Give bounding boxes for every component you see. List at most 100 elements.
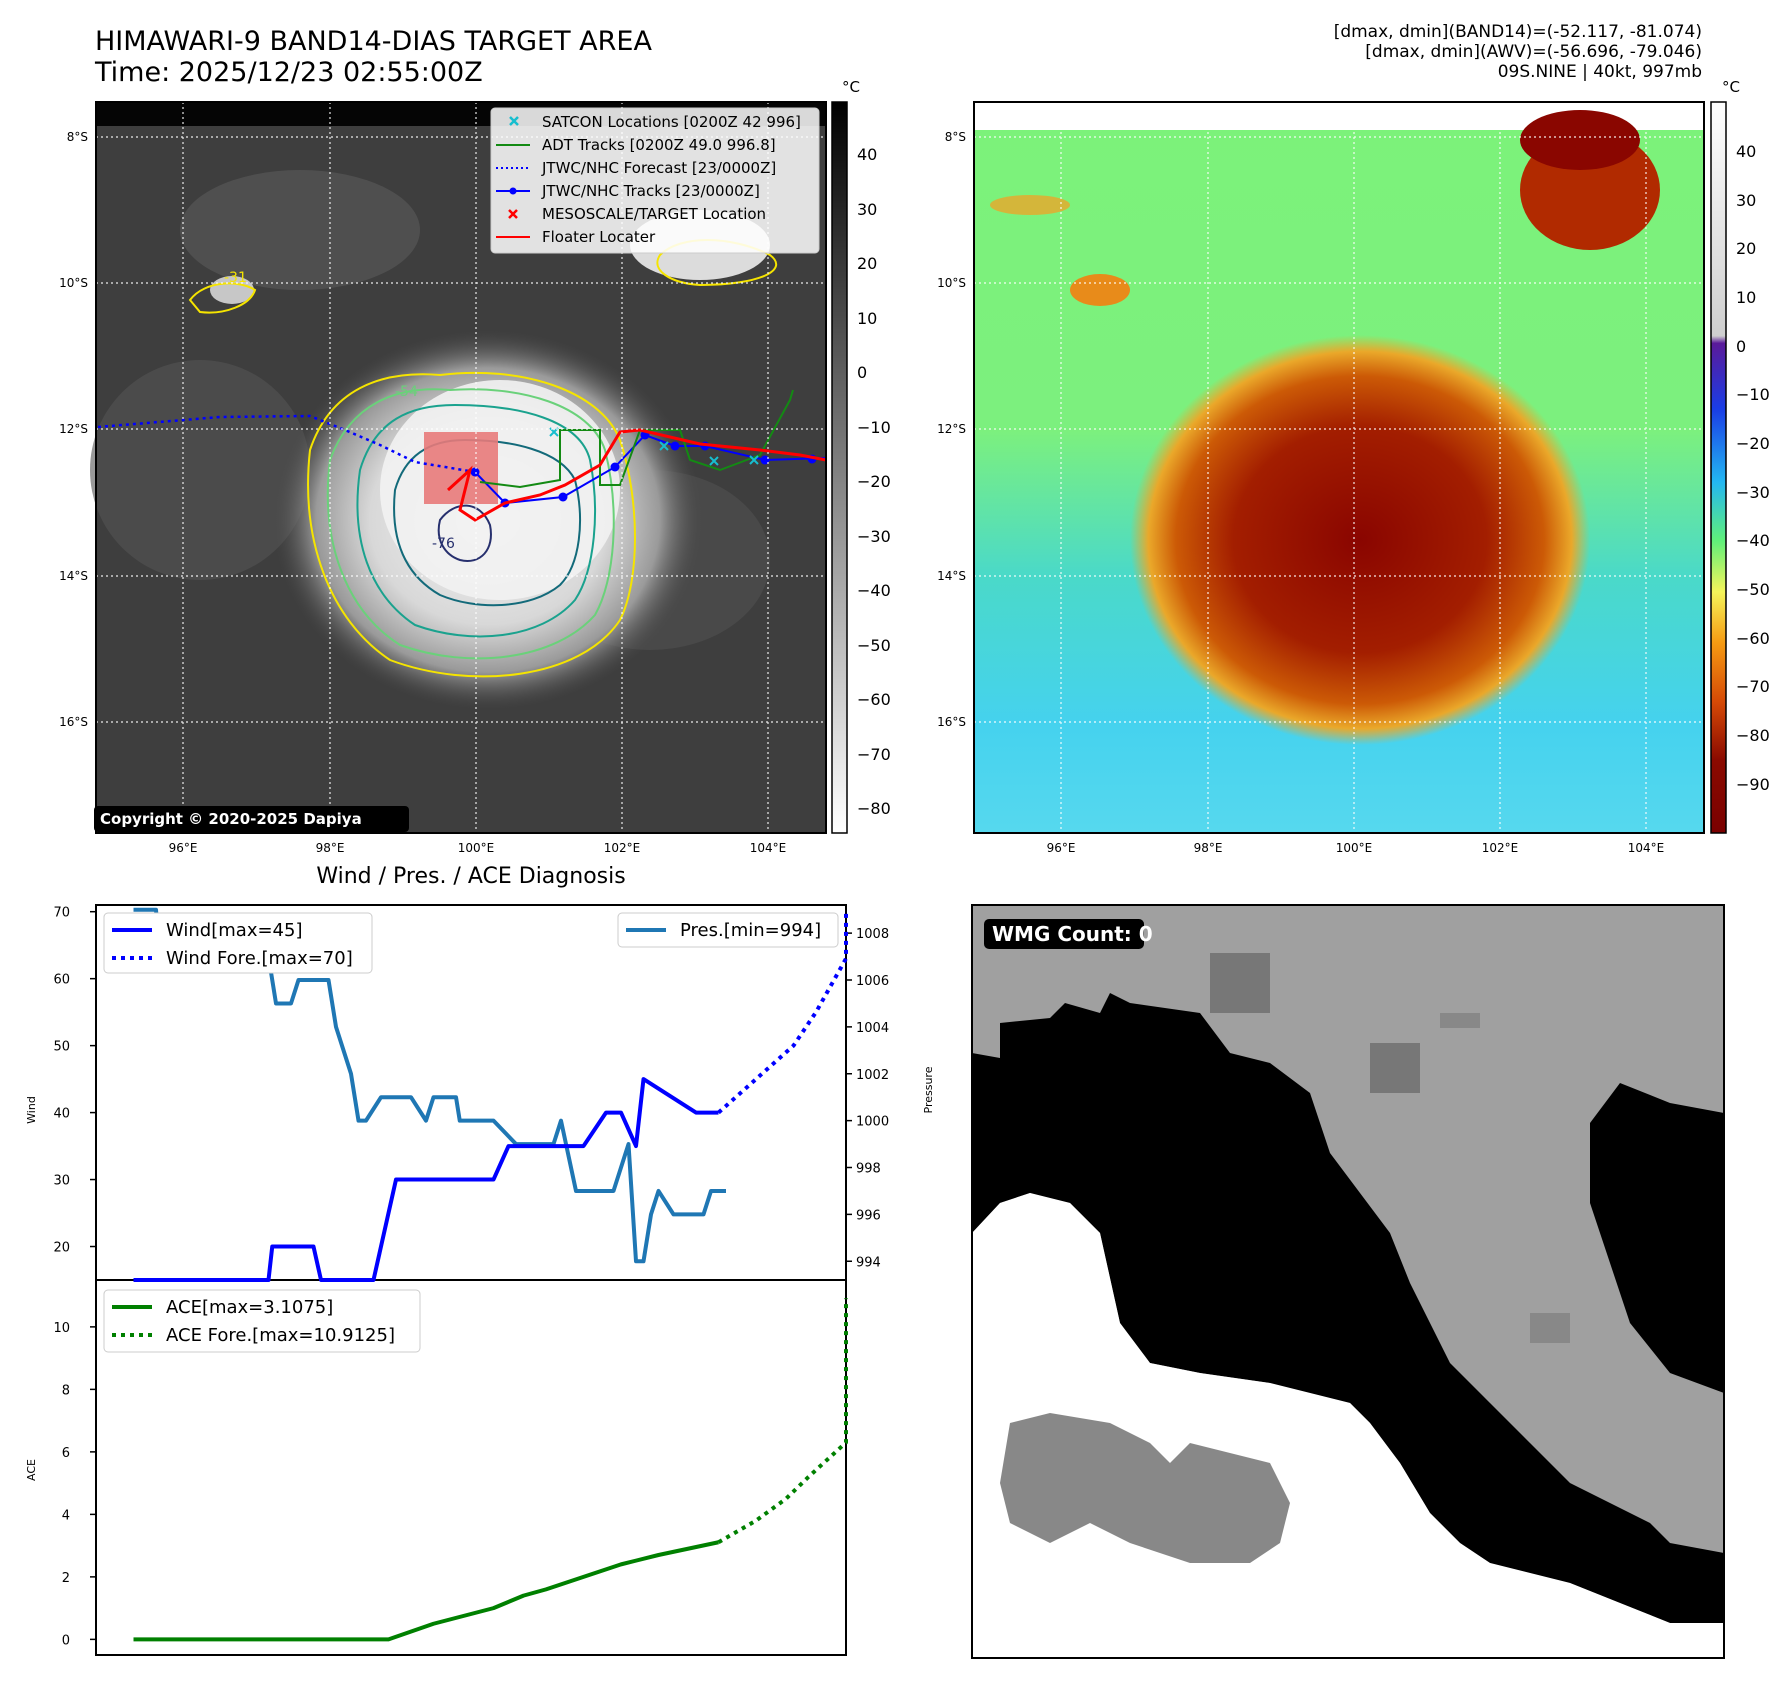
- ace-line: [133, 1540, 719, 1642]
- series-layer: [133, 907, 848, 1642]
- cbar-tick: 10: [857, 309, 877, 328]
- legend-label-forecast: JTWC/NHC Forecast [23/0000Z]: [541, 159, 776, 177]
- ace-legend: ACE[max=3.1075] ACE Fore.[max=10.9125]: [103, 1289, 421, 1353]
- lon-label: 102°E: [604, 841, 641, 855]
- awv-lon-labels: 96°E 98°E 100°E 102°E 104°E: [1047, 841, 1665, 855]
- wmg-count-badge: WMG Count: 0: [992, 922, 1153, 946]
- title-line-1: HIMAWARI-9 BAND14-DIAS TARGET AREA: [95, 26, 652, 57]
- jtwc-track: [470, 430, 827, 508]
- copyright-badge: Copyright © 2020-2025 Dapiya: [94, 806, 409, 832]
- lat-label: 10°S: [937, 276, 966, 290]
- lat-label: 14°S: [59, 569, 88, 583]
- tick-label: 1006: [856, 974, 889, 989]
- wmg-panel: WMG Count: 0: [971, 904, 1725, 1659]
- legend-satcon-marker: [509, 116, 519, 126]
- lon-label: 96°E: [169, 841, 198, 855]
- lat-label: 12°S: [59, 422, 88, 436]
- legend-label-floater: Floater Locater: [542, 228, 656, 246]
- tick-label: 10: [53, 1321, 70, 1336]
- contour-labels: -31 -54 -76: [224, 270, 455, 552]
- cbar-tick: −20: [1736, 434, 1770, 453]
- tick-label: 998: [856, 1162, 881, 1177]
- pressure-ticks: 1008 1006 1004 1002 1000 998 996 994: [846, 927, 889, 1270]
- cbar-tick: 30: [857, 200, 877, 219]
- cbar-tick: −30: [1736, 483, 1770, 502]
- copyright-text: Copyright © 2020-2025 Dapiya: [100, 810, 362, 828]
- colorbar-right: °C 40 30 20 10 0 −10 −20 −30 −40 −50 −60…: [1710, 78, 1770, 834]
- target-area-box: [424, 432, 498, 504]
- tick-label: 4: [62, 1508, 70, 1523]
- tick-label: 1002: [856, 1068, 889, 1083]
- tick-label: 996: [856, 1208, 881, 1223]
- tick-label: 0: [62, 1633, 70, 1648]
- lon-label: 102°E: [1482, 841, 1519, 855]
- cbar-tick: −10: [1736, 385, 1770, 404]
- tick-label: 2: [62, 1571, 70, 1586]
- tick-label: 1004: [856, 1021, 889, 1036]
- awv-grid: [974, 102, 1704, 833]
- cbar-tick: −70: [857, 745, 891, 764]
- wind-legend: Wind[max=45] Wind Fore.[max=70]: [103, 912, 373, 974]
- cbar-tick: −40: [857, 581, 891, 600]
- tick-label: 6: [62, 1446, 70, 1461]
- ir-lon-labels: 96°E 98°E 100°E 102°E 104°E: [169, 841, 787, 855]
- lon-label: 104°E: [750, 841, 787, 855]
- cbar-tick: −50: [857, 636, 891, 655]
- legend-label-satcon: SATCON Locations [0200Z 42 996]: [542, 113, 801, 131]
- tick-label: 60: [53, 973, 70, 988]
- cbar-tick: −80: [1736, 726, 1770, 745]
- tick-label: 70: [53, 906, 70, 921]
- floater-track: [446, 428, 827, 522]
- tick-label: 50: [53, 1040, 70, 1055]
- ace-ticks: 10 8 6 4 2 0: [53, 1321, 96, 1648]
- ace-axis-label: ACE: [25, 1459, 38, 1481]
- cbar-tick: 20: [857, 254, 877, 273]
- ir-contours: [188, 239, 778, 678]
- cbar-tick: −70: [1736, 677, 1770, 696]
- cbar-tick: 40: [857, 145, 877, 164]
- wind-line: [133, 1077, 719, 1282]
- colorbar-left-unit: °C: [842, 78, 860, 96]
- wind-axis-label: Wind: [25, 1096, 38, 1124]
- cbar-tick: 0: [857, 363, 867, 382]
- ace-forecast-line: [717, 1298, 848, 1544]
- title-line-2: Time: 2025/12/23 02:55:00Z: [95, 57, 483, 88]
- cbar-tick: −60: [1736, 629, 1770, 648]
- lat-label: 14°S: [937, 569, 966, 583]
- info-line-1: [dmax, dmin](BAND14)=(-52.117, -81.074): [1333, 22, 1702, 42]
- ir-lat-labels: 8°S 10°S 12°S 14°S 16°S: [59, 130, 88, 729]
- cbar-tick: −90: [1736, 775, 1770, 794]
- ir-map-svg: -31 -54 -76: [59, 78, 1770, 855]
- legend-pres: Pres.[min=994]: [680, 920, 821, 941]
- cbar-tick: 0: [1736, 337, 1746, 356]
- contour-label-54: -54: [395, 384, 418, 400]
- cbar-tick: 10: [1736, 288, 1756, 307]
- legend-ace: ACE[max=3.1075]: [166, 1297, 333, 1318]
- lon-label: 98°E: [316, 841, 345, 855]
- tick-label: 30: [53, 1174, 70, 1189]
- lat-label: 8°S: [67, 130, 88, 144]
- tick-label: 994: [856, 1255, 881, 1270]
- cbar-tick: −60: [857, 690, 891, 709]
- cbar-tick: −30: [857, 527, 891, 546]
- lat-label: 10°S: [59, 276, 88, 290]
- lon-label: 100°E: [1336, 841, 1373, 855]
- lon-label: 96°E: [1047, 841, 1076, 855]
- wind-forecast-line: [717, 911, 848, 1115]
- legend-label-track: JTWC/NHC Tracks [23/0000Z]: [541, 182, 760, 200]
- lon-label: 104°E: [1628, 841, 1665, 855]
- legend-label-adt: ADT Tracks [0200Z 49.0 996.8]: [542, 136, 776, 154]
- figure-title: HIMAWARI-9 BAND14-DIAS TARGET AREA Time:…: [95, 26, 652, 88]
- legend-wind-fore: Wind Fore.[max=70]: [166, 948, 353, 969]
- cbar-tick: −10: [857, 418, 891, 437]
- pressure-axis-label: Pressure: [922, 1066, 935, 1113]
- cbar-tick: −20: [857, 472, 891, 491]
- lat-label: 16°S: [59, 715, 88, 729]
- awv-lat-labels: 8°S 10°S 12°S 14°S 16°S: [937, 130, 966, 729]
- legend-label-target: MESOSCALE/TARGET Location: [542, 205, 766, 223]
- colorbar-left: °C 40 30 20 10 0 −10 −20 −30 −40 −50 −60…: [831, 78, 891, 834]
- info-line-3: 09S.NINE | 40kt, 997mb: [1497, 62, 1702, 82]
- figure-info: [dmax, dmin](BAND14)=(-52.117, -81.074) …: [1334, 22, 1702, 82]
- colorbar-right-unit: °C: [1722, 78, 1740, 96]
